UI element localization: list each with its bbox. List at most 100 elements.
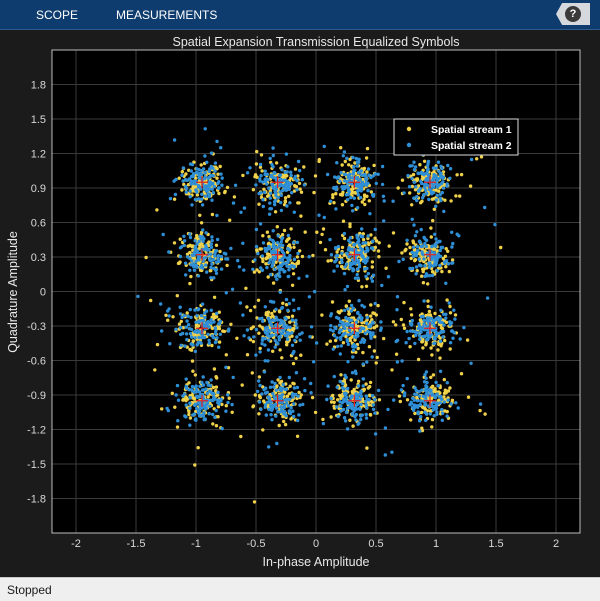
- data-point: [342, 308, 347, 313]
- data-point: [296, 418, 300, 423]
- data-point: [399, 317, 403, 322]
- data-point: [209, 252, 213, 256]
- x-tick-label: -0.5: [247, 538, 266, 550]
- data-point: [391, 231, 396, 235]
- data-point: [207, 169, 211, 173]
- legend[interactable]: Spatial stream 1 Spatial stream 2: [393, 118, 519, 156]
- data-point: [215, 139, 219, 144]
- data-point: [261, 204, 265, 209]
- data-point: [333, 325, 337, 329]
- data-point: [188, 268, 192, 272]
- data-point: [283, 422, 288, 427]
- data-point: [261, 198, 265, 202]
- data-point: [351, 424, 355, 428]
- data-point: [278, 258, 282, 262]
- data-point: [283, 269, 287, 274]
- data-point: [355, 206, 360, 210]
- data-point: [203, 127, 207, 131]
- data-point: [307, 255, 311, 259]
- y-tick-label: 0.3: [31, 252, 46, 264]
- data-point: [425, 191, 429, 196]
- data-point: [407, 336, 411, 341]
- data-point: [281, 178, 286, 182]
- data-point: [288, 397, 292, 402]
- data-point: [302, 183, 307, 187]
- data-point: [443, 261, 447, 265]
- data-point: [198, 384, 202, 389]
- data-point: [172, 197, 177, 201]
- data-point: [340, 251, 344, 255]
- data-point: [220, 183, 224, 187]
- data-point: [375, 355, 379, 360]
- data-point: [440, 407, 444, 412]
- data-point: [200, 203, 205, 207]
- data-point: [437, 239, 442, 244]
- data-point: [427, 274, 432, 278]
- data-point: [287, 268, 291, 272]
- data-point: [281, 414, 285, 419]
- data-point: [418, 334, 422, 338]
- data-point: [195, 330, 199, 335]
- x-tick-label: -2: [71, 538, 81, 550]
- data-point: [371, 321, 375, 325]
- data-point: [289, 227, 293, 231]
- data-point: [205, 160, 209, 164]
- data-point: [437, 169, 441, 173]
- data-point: [261, 180, 265, 184]
- data-point: [220, 402, 224, 407]
- data-point: [432, 251, 437, 255]
- data-point: [424, 395, 428, 400]
- data-point: [364, 394, 368, 398]
- data-point: [299, 190, 304, 194]
- data-point: [410, 322, 414, 326]
- tab-scope[interactable]: SCOPE: [36, 8, 79, 22]
- data-point: [272, 248, 276, 253]
- data-point: [276, 342, 280, 346]
- data-point: [278, 263, 283, 267]
- data-point: [448, 320, 452, 324]
- data-point: [167, 250, 171, 254]
- data-point: [302, 377, 307, 381]
- data-point: [360, 200, 364, 204]
- data-point: [267, 445, 271, 449]
- data-point: [342, 322, 347, 326]
- data-point: [358, 313, 362, 318]
- data-point: [425, 274, 429, 278]
- data-point: [326, 384, 330, 388]
- help-icon[interactable]: ?: [565, 6, 581, 22]
- y-axis-label: Quadrature Amplitude: [6, 231, 20, 353]
- data-point: [204, 189, 209, 193]
- data-point: [341, 190, 345, 195]
- data-point: [424, 418, 428, 423]
- status-bar: Stopped: [0, 577, 600, 601]
- data-point: [353, 276, 358, 280]
- data-point: [344, 334, 348, 339]
- data-point: [345, 406, 350, 411]
- data-point: [348, 240, 352, 244]
- data-point: [402, 326, 407, 330]
- data-point: [421, 325, 425, 329]
- data-point: [274, 406, 279, 410]
- tab-measurements[interactable]: MEASUREMENTS: [116, 8, 218, 22]
- data-point: [275, 241, 280, 245]
- data-point: [206, 332, 210, 336]
- data-point: [443, 409, 447, 413]
- data-point: [430, 192, 434, 196]
- data-point: [407, 185, 412, 189]
- data-point: [256, 252, 260, 256]
- y-tick-label: -1.5: [27, 459, 46, 471]
- data-point: [193, 373, 197, 377]
- data-point: [195, 343, 199, 347]
- data-point: [415, 195, 419, 199]
- data-point: [420, 171, 424, 176]
- data-point: [297, 168, 302, 173]
- data-point: [398, 399, 402, 404]
- data-point: [299, 353, 303, 357]
- data-point: [212, 320, 216, 324]
- data-point: [214, 329, 218, 333]
- data-point: [257, 317, 262, 321]
- data-point: [410, 217, 414, 221]
- data-point: [189, 274, 193, 279]
- data-point: [270, 333, 274, 337]
- data-point: [443, 198, 447, 202]
